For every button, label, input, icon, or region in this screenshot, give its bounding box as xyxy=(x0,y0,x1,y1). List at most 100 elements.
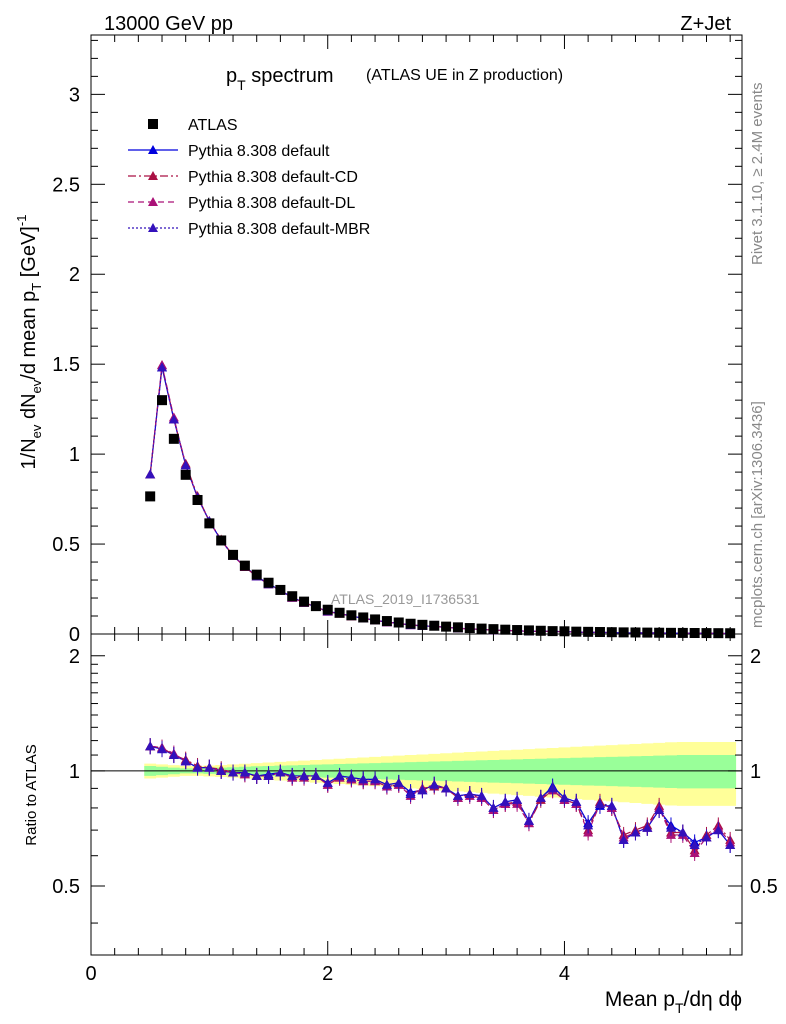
series-point-ratio-pythia-8-308-default-mbr xyxy=(239,767,250,777)
series-point-ratio-pythia-8-308-default-mbr xyxy=(322,777,333,787)
legend-label: Pythia 8.308 default-CD xyxy=(188,169,358,186)
ratio-y-tick-label-left: 1 xyxy=(69,761,80,783)
atlas-data-point xyxy=(263,577,274,588)
series-point-ratio-pythia-8-308-default-mbr xyxy=(180,756,191,766)
atlas-data-point xyxy=(216,535,227,546)
top-y-tick-label: 1.5 xyxy=(52,354,80,376)
atlas-data-point xyxy=(358,612,369,623)
ratio-y-tick-label-right: 2 xyxy=(750,646,761,668)
x-tick-label: 4 xyxy=(559,963,570,985)
top-y-tick-label: 3 xyxy=(69,84,80,106)
series-point-ratio-pythia-8-308-default-mbr xyxy=(358,774,369,784)
legend-triangle-marker xyxy=(148,223,158,232)
mcplots-label: mcplots.cern.ch [arXiv:1306.3436] xyxy=(749,401,766,628)
series-point-top-pythia-8-308-default-mbr xyxy=(145,469,156,479)
atlas-data-point xyxy=(689,628,700,639)
series-point-ratio-pythia-8-308-default-mbr xyxy=(251,770,262,780)
series-point-ratio-pythia-8-308-default-mbr xyxy=(606,800,617,810)
series-point-ratio-pythia-8-308-default-mbr xyxy=(216,765,227,775)
series-point-ratio-pythia-8-308-default-mbr xyxy=(464,789,475,799)
ratio-panel-frame xyxy=(90,633,743,956)
plot-subtitle: (ATLAS UE in Z production) xyxy=(366,67,563,84)
top-y-axis-label: 1/Nev dNev/d mean pT [GeV]-1 xyxy=(14,215,44,470)
series-point-ratio-pythia-8-308-default-mbr xyxy=(346,772,357,782)
atlas-data-point xyxy=(180,469,191,480)
series-point-ratio-pythia-8-308-default-mbr xyxy=(512,794,523,804)
series-point-ratio-pythia-8-308-default-mbr xyxy=(535,792,546,802)
series-point-ratio-pythia-8-308-default-mbr xyxy=(665,822,676,832)
top-y-tick-label: 2 xyxy=(69,264,80,286)
ratio-y-tick-label-right: 0.5 xyxy=(750,876,778,898)
series-point-ratio-pythia-8-308-default-mbr xyxy=(287,770,298,780)
atlas-data-point xyxy=(287,591,298,602)
atlas-data-point xyxy=(204,518,215,529)
atlas-data-point xyxy=(405,618,416,629)
series-point-ratio-pythia-8-308-default-mbr xyxy=(559,792,570,802)
legend-label: Pythia 8.308 default-DL xyxy=(188,195,355,212)
atlas-data-point xyxy=(322,604,333,615)
atlas-data-point xyxy=(618,627,629,638)
plot-title: pT spectrum xyxy=(226,65,334,93)
uncertainty-bands xyxy=(91,741,742,806)
series-point-ratio-pythia-8-308-default-mbr xyxy=(405,789,416,799)
series-point-ratio-pythia-8-308-default-mbr xyxy=(275,767,286,777)
series-point-ratio-pythia-8-308-default-mbr xyxy=(299,770,310,780)
series-point-ratio-pythia-8-308-default-mbr xyxy=(642,822,653,832)
legend-label: Pythia 8.308 default-MBR xyxy=(188,221,370,238)
top-y-tick-label: 0.5 xyxy=(52,534,80,556)
atlas-data-point xyxy=(228,549,239,560)
series-point-ratio-pythia-8-308-default-mbr xyxy=(571,796,582,806)
atlas-data-point xyxy=(275,584,286,595)
rivet-label: Rivet 3.1.10, ≥ 2.4M events xyxy=(749,83,766,266)
series-point-ratio-pythia-8-308-default-mbr xyxy=(594,798,605,808)
legend-label: ATLAS xyxy=(188,117,238,134)
series-point-ratio-pythia-8-308-default-mbr xyxy=(583,820,594,830)
legend-item: ATLAS xyxy=(148,117,238,134)
series-point-ratio-pythia-8-308-default-mbr xyxy=(204,762,215,772)
atlas-data-point xyxy=(168,433,179,444)
atlas-data-point xyxy=(665,627,676,638)
series-point-ratio-pythia-8-308-default-mbr xyxy=(417,785,428,795)
x-tick-label: 2 xyxy=(322,963,333,985)
atlas-data-point xyxy=(642,627,653,638)
series-point-ratio-pythia-8-308-default-mbr xyxy=(547,783,558,793)
series-point-ratio-pythia-8-308-default-mbr xyxy=(654,805,665,815)
series-point-top-pythia-8-308-default-mbr xyxy=(168,414,179,424)
atlas-data-point xyxy=(381,616,392,627)
legend-item: Pythia 8.308 default-DL xyxy=(128,195,355,212)
inner-uncertainty-band xyxy=(144,755,737,789)
atlas-data-point xyxy=(157,395,168,406)
atlas-data-point xyxy=(334,607,345,618)
series-point-ratio-pythia-8-308-default-mbr xyxy=(393,777,404,787)
legend-item: Pythia 8.308 default-CD xyxy=(128,169,358,186)
series-point-ratio-pythia-8-308-default-mbr xyxy=(381,779,392,789)
atlas-data-point xyxy=(441,621,452,632)
series-point-ratio-pythia-8-308-default-mbr xyxy=(168,750,179,760)
legend-label: Pythia 8.308 default xyxy=(188,143,330,160)
analysis-watermark: ATLAS_2019_I1736531 xyxy=(331,591,480,607)
series-point-ratio-pythia-8-308-default-mbr xyxy=(500,796,511,806)
series-point-top-pythia-8-308-default-mbr xyxy=(157,362,168,372)
series-point-ratio-pythia-8-308-default-mbr xyxy=(725,839,736,849)
atlas-data-point xyxy=(523,625,534,636)
x-axis-label: Mean pT/dη dϕ xyxy=(605,988,742,1016)
header-left: 13000 GeV pp xyxy=(104,13,233,35)
series-point-ratio-pythia-8-308-default-mbr xyxy=(441,783,452,793)
series-point-top-pythia-8-308-default-mbr xyxy=(180,460,191,470)
frames xyxy=(90,34,743,956)
atlas-data-point xyxy=(310,601,321,612)
series-point-ratio-pythia-8-308-default-mbr xyxy=(145,741,156,751)
atlas-data-point xyxy=(239,560,250,571)
atlas-data-point xyxy=(417,619,428,630)
x-tick-label: 0 xyxy=(85,963,96,985)
atlas-data-point xyxy=(393,617,404,628)
atlas-data-point xyxy=(299,596,310,607)
series-line-ratio-pythia-8-308-default-mbr xyxy=(150,745,731,846)
series-point-ratio-pythia-8-308-default-mbr xyxy=(429,779,440,789)
series-point-ratio-pythia-8-308-default-mbr xyxy=(476,790,487,800)
atlas-data-point xyxy=(370,614,381,625)
atlas-data-point xyxy=(346,610,357,621)
atlas-data-point xyxy=(571,626,582,637)
